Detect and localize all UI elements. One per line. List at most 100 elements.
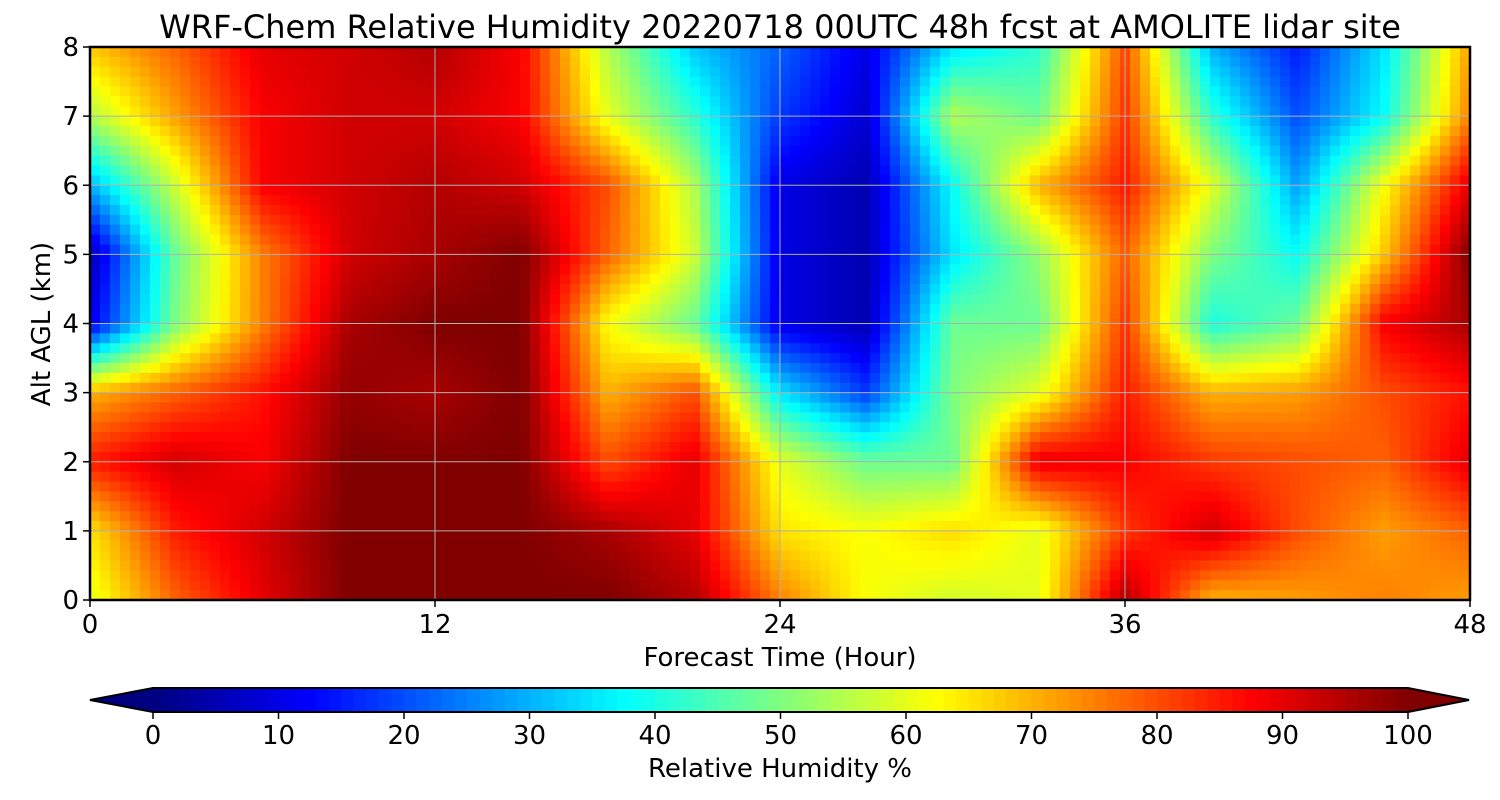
heatmap-cell (1370, 224, 1381, 236)
heatmap-cell (830, 135, 841, 147)
heatmap-cell (280, 155, 291, 167)
heatmap-cell (1100, 126, 1111, 137)
heatmap-cell (780, 293, 791, 305)
heatmap-cell (150, 353, 161, 364)
heatmap-cell (1210, 274, 1221, 285)
heatmap-cell (1020, 264, 1031, 275)
heatmap-cell (1010, 165, 1021, 176)
heatmap-cell (1450, 274, 1461, 285)
heatmap-cell (1310, 56, 1321, 68)
heatmap-cell (1230, 303, 1241, 315)
heatmap-cell (1410, 106, 1421, 117)
heatmap-cell (300, 363, 311, 374)
heatmap-cell (570, 116, 581, 127)
heatmap-cell (1220, 363, 1231, 374)
heatmap-cell (950, 244, 961, 255)
heatmap-cell (730, 333, 741, 344)
heatmap-cell (1340, 126, 1351, 137)
heatmap-cell (340, 313, 351, 325)
heatmap-cell (1220, 353, 1231, 364)
heatmap-cell (640, 323, 651, 334)
heatmap-cell (490, 175, 501, 186)
heatmap-cell (140, 274, 151, 285)
heatmap-cell (1090, 353, 1101, 364)
heatmap-cell (370, 175, 381, 186)
heatmap-cell (540, 293, 551, 305)
heatmap-cell (500, 155, 511, 167)
heatmap-cell (930, 382, 941, 394)
heatmap-cell (1300, 205, 1311, 216)
heatmap-cell (580, 382, 591, 394)
heatmap-cell (840, 96, 851, 107)
heatmap-cell (1250, 234, 1261, 246)
heatmap-cell (1400, 382, 1411, 394)
heatmap-cell (350, 224, 361, 236)
heatmap-cell (1190, 254, 1201, 265)
heatmap-cell (1020, 244, 1031, 255)
heatmap-cell (580, 145, 591, 157)
heatmap-cell (470, 185, 481, 196)
heatmap-cell (1370, 76, 1381, 88)
heatmap-cell (1240, 284, 1251, 295)
heatmap-cell (330, 244, 341, 255)
heatmap-cell (360, 274, 371, 285)
heatmap-cell (350, 66, 361, 78)
heatmap-cell (990, 165, 1001, 176)
heatmap-cell (1090, 135, 1101, 147)
heatmap-cell (1350, 56, 1361, 68)
heatmap-cell (810, 303, 821, 315)
heatmap-cell (180, 145, 191, 157)
heatmap-cell (1020, 185, 1031, 196)
heatmap-cell (160, 56, 171, 68)
heatmap-cell (1260, 264, 1271, 275)
heatmap-cell (1040, 155, 1051, 167)
heatmap-cell (620, 363, 631, 374)
heatmap-cell (1240, 264, 1251, 275)
heatmap-cell (1430, 165, 1441, 176)
heatmap-cell (1250, 343, 1261, 354)
heatmap-cell (820, 165, 831, 176)
heatmap-cell (1440, 47, 1451, 58)
heatmap-cell (1430, 293, 1441, 305)
heatmap-cell (390, 293, 401, 305)
heatmap-cell (570, 106, 581, 117)
heatmap-cell (780, 116, 791, 127)
heatmap-cell (480, 264, 491, 275)
heatmap-cell (760, 47, 771, 58)
heatmap-cell (990, 224, 1001, 236)
heatmap-cell (970, 185, 981, 196)
heatmap-cell (1090, 106, 1101, 117)
heatmap-cell (1420, 116, 1431, 127)
heatmap-cell (1280, 284, 1291, 295)
heatmap-cell (240, 47, 251, 58)
heatmap-cell (130, 274, 141, 285)
heatmap-cell (330, 145, 341, 157)
heatmap-cell (1350, 155, 1361, 167)
heatmap-cell (150, 264, 161, 275)
heatmap-cell (1360, 303, 1371, 315)
heatmap-cell (680, 303, 691, 315)
heatmap-cell (610, 66, 621, 78)
heatmap-cell (340, 293, 351, 305)
heatmap-cell (1270, 165, 1281, 176)
heatmap-cell (1140, 333, 1151, 344)
heatmap-cell (170, 185, 181, 196)
heatmap-cell (130, 96, 141, 107)
heatmap-cell (1430, 234, 1441, 246)
heatmap-cell (900, 205, 911, 216)
heatmap-cell (600, 313, 611, 325)
heatmap-cell (420, 313, 431, 325)
heatmap-cell (770, 343, 781, 354)
heatmap-cell (170, 214, 181, 226)
heatmap-cell (190, 303, 201, 315)
heatmap-cell (1130, 126, 1141, 137)
heatmap-cell (440, 234, 451, 246)
heatmap-cell (760, 205, 771, 216)
heatmap-cell (210, 175, 221, 186)
heatmap-cell (1110, 234, 1121, 246)
heatmap-cell (620, 145, 631, 157)
heatmap-cell (1190, 185, 1201, 196)
heatmap-cell (400, 234, 411, 246)
heatmap-cell (90, 224, 101, 236)
heatmap-cell (1010, 66, 1021, 78)
